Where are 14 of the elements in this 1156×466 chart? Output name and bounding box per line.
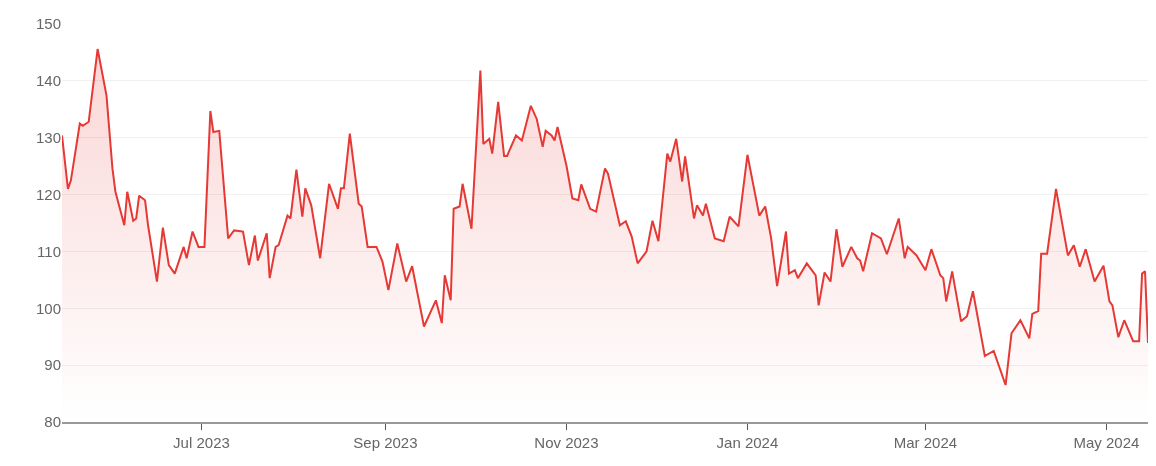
x-tick-label: Jul 2023	[173, 433, 230, 451]
y-tick-label: 100	[35, 299, 61, 317]
y-tick-label: 150	[35, 15, 61, 33]
y-tick-label: 120	[35, 185, 61, 203]
y-tick-label: 140	[35, 72, 61, 90]
x-tick-label: Jan 2024	[716, 433, 779, 451]
y-tick-label: 130	[35, 128, 61, 146]
y-tick-label: 90	[44, 356, 61, 374]
x-tick-label: Mar 2024	[893, 433, 958, 451]
x-tick-label: Sep 2023	[353, 433, 418, 451]
x-tick-label: Nov 2023	[534, 433, 599, 451]
x-tick-label: May 2024	[1073, 433, 1140, 451]
y-tick-label: 110	[37, 242, 61, 260]
y-tick-label: 80	[44, 413, 61, 431]
